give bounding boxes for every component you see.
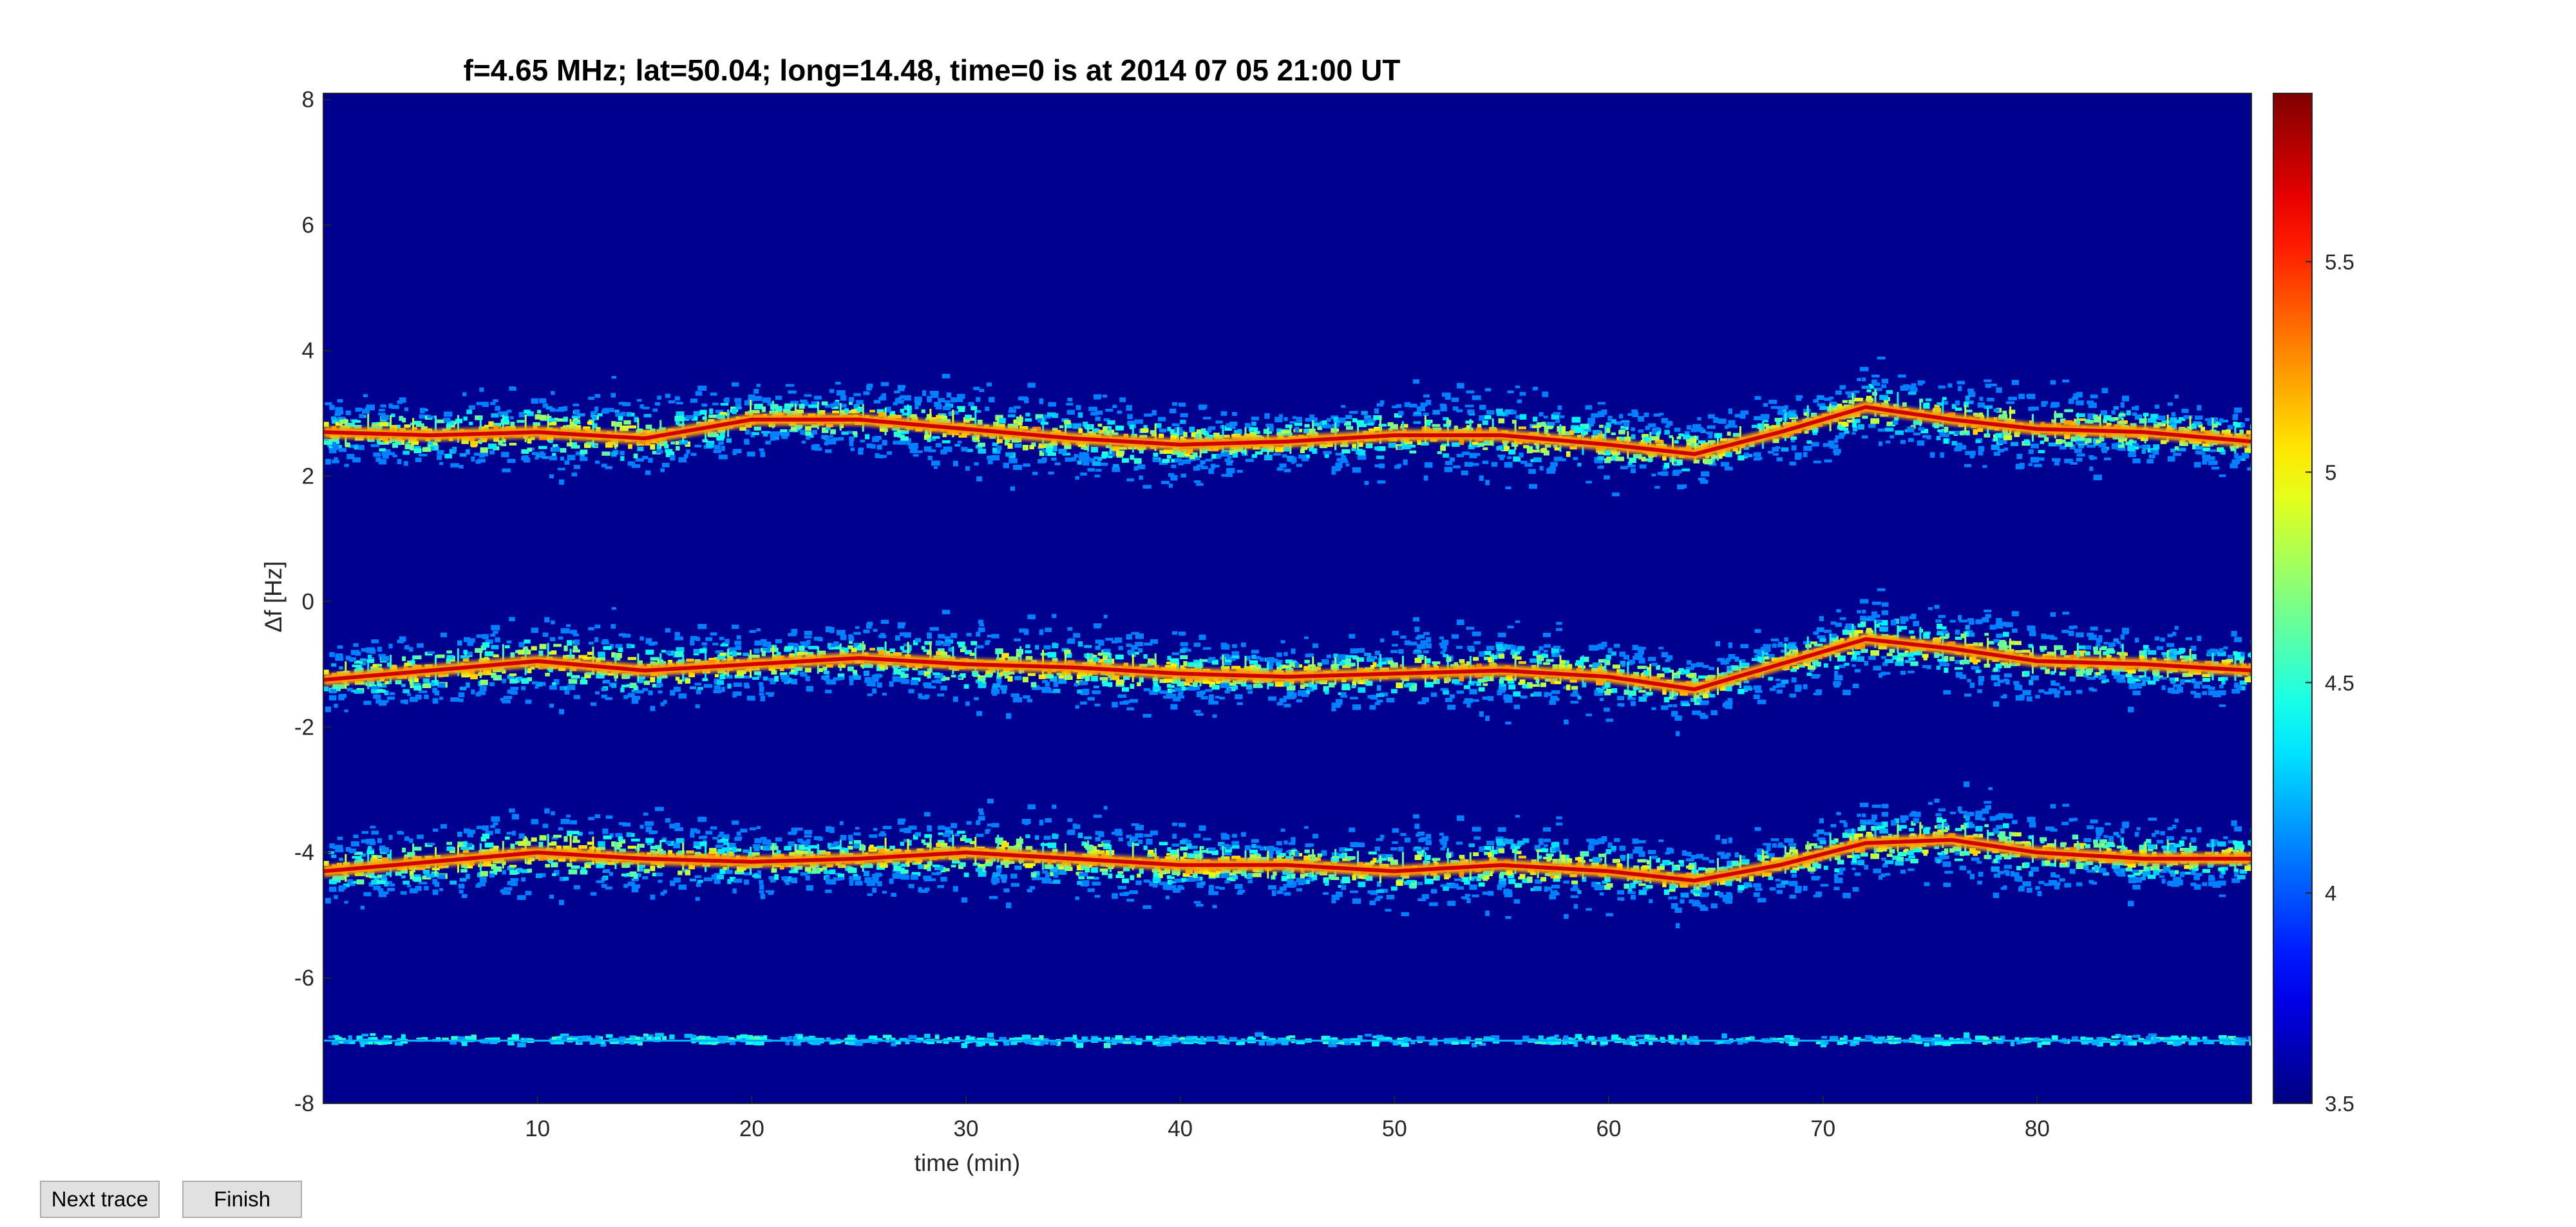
next-trace-button[interactable]: Next trace bbox=[40, 1181, 160, 1218]
trace-3 bbox=[323, 781, 2251, 928]
y-tick-label: 8 bbox=[302, 88, 314, 113]
x-tick-label: 10 bbox=[525, 1116, 550, 1141]
y-tick-label: -6 bbox=[294, 966, 314, 991]
colorbar: 3.5 4 4.5 5 5.5 bbox=[2273, 93, 2354, 1116]
trace-1 bbox=[323, 356, 2251, 496]
trace-4 bbox=[323, 1032, 2251, 1049]
x-tick-label: 70 bbox=[1810, 1116, 1835, 1141]
y-axis-label: Δf [Hz] bbox=[260, 561, 287, 632]
y-tick-label: -8 bbox=[294, 1091, 314, 1116]
colorbar-tick-label: 4 bbox=[2325, 881, 2336, 905]
x-tick-label: 60 bbox=[1596, 1116, 1622, 1141]
y-tick-label: 0 bbox=[302, 589, 314, 614]
y-tick-label: -4 bbox=[294, 840, 314, 865]
colorbar-tick-label: 5 bbox=[2325, 460, 2336, 484]
x-axis: 10 20 30 40 50 60 70 80 bbox=[525, 1096, 2050, 1141]
x-tick-label: 80 bbox=[2025, 1116, 2050, 1141]
plot-frame bbox=[323, 93, 2252, 1104]
y-tick-label: 2 bbox=[302, 464, 314, 489]
y-axis: -8 -6 -4 -2 0 2 4 6 8 bbox=[294, 88, 331, 1116]
y-tick-label: -2 bbox=[294, 715, 314, 740]
colorbar-tick-label: 4.5 bbox=[2325, 671, 2354, 695]
trace-2 bbox=[323, 588, 2251, 736]
colorbar-gradient bbox=[2273, 93, 2313, 1104]
trace-2-ridge bbox=[323, 637, 2251, 691]
colorbar-tick-label: 5.5 bbox=[2325, 250, 2354, 274]
trace-3-ridge bbox=[323, 838, 2251, 883]
plot-background bbox=[323, 93, 2251, 1103]
y-tick-label: 4 bbox=[302, 339, 314, 364]
chart-title: f=4.65 MHz; lat=50.04; long=14.48, time=… bbox=[464, 53, 1401, 87]
trace-1-ridge bbox=[323, 405, 2251, 456]
y-tick-label: 6 bbox=[302, 213, 314, 238]
colorbar-tick-label: 3.5 bbox=[2325, 1092, 2354, 1116]
finish-button[interactable]: Finish bbox=[182, 1181, 302, 1218]
x-tick-label: 30 bbox=[954, 1116, 979, 1141]
x-tick-label: 40 bbox=[1168, 1116, 1193, 1141]
x-tick-label: 20 bbox=[739, 1116, 764, 1141]
plot-area bbox=[323, 93, 2252, 1104]
x-axis-label: time (min) bbox=[914, 1150, 1020, 1176]
x-tick-label: 50 bbox=[1382, 1116, 1407, 1141]
